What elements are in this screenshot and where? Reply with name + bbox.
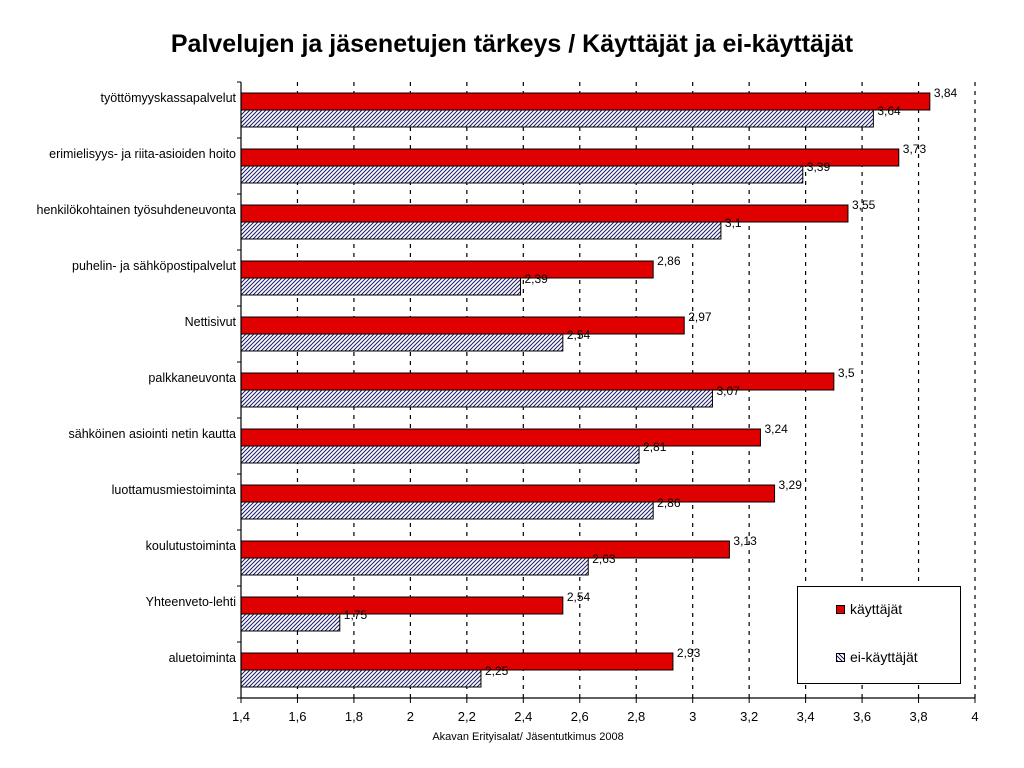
bar-kayttajat bbox=[240, 652, 674, 671]
bar-ei-kayttajat bbox=[240, 165, 804, 184]
data-label-ei-kayttajat: 3,07 bbox=[716, 384, 740, 398]
legend-item-ei-kayttajat: ei-käyttäjät bbox=[836, 649, 918, 665]
bars bbox=[240, 92, 931, 688]
legend: käyttäjät ei-käyttäjät bbox=[797, 586, 961, 684]
data-label-kayttajat: 3,73 bbox=[903, 142, 927, 156]
data-label-ei-kayttajat: 2,54 bbox=[567, 328, 591, 342]
bar-ei-kayttajat bbox=[240, 501, 654, 520]
data-label-kayttajat: 3,13 bbox=[733, 534, 757, 548]
category-label: aluetoiminta bbox=[169, 651, 236, 665]
bar-ei-kayttajat bbox=[240, 613, 341, 632]
category-label: Yhteenveto-lehti bbox=[146, 595, 236, 609]
data-label-kayttajat: 3,55 bbox=[852, 198, 876, 212]
x-tick-label: 3,8 bbox=[909, 709, 927, 724]
category-label: palkkaneuvonta bbox=[148, 371, 236, 385]
bar-ei-kayttajat bbox=[240, 277, 521, 296]
data-label-kayttajat: 2,54 bbox=[567, 590, 591, 604]
data-label-ei-kayttajat: 2,81 bbox=[643, 440, 667, 454]
bar-ei-kayttajat bbox=[240, 389, 713, 408]
bar-kayttajat bbox=[240, 148, 900, 167]
data-label-kayttajat: 2,93 bbox=[677, 646, 701, 660]
bar-kayttajat bbox=[240, 316, 685, 335]
data-label-kayttajat: 3,5 bbox=[838, 366, 855, 380]
category-label: sähköinen asiointi netin kautta bbox=[69, 427, 237, 441]
x-tick-label: 3,2 bbox=[740, 709, 758, 724]
data-label-ei-kayttajat: 1,75 bbox=[344, 608, 368, 622]
source-note: Akavan Erityisalat/ Jäsentutkimus 2008 bbox=[0, 731, 1024, 743]
data-label-ei-kayttajat: 3,1 bbox=[725, 216, 742, 230]
bar-ei-kayttajat bbox=[240, 669, 482, 688]
legend-swatch-kayttajat bbox=[836, 604, 845, 614]
bar-ei-kayttajat bbox=[240, 221, 722, 240]
bar-kayttajat bbox=[240, 540, 730, 559]
category-label: erimielisyys- ja riita-asioiden hoito bbox=[49, 147, 236, 161]
legend-label-ei-kayttajat: ei-käyttäjät bbox=[850, 649, 918, 665]
bar-kayttajat bbox=[240, 596, 564, 615]
bar-kayttajat bbox=[240, 484, 776, 503]
bar-ei-kayttajat bbox=[240, 333, 564, 352]
data-label-kayttajat: 3,84 bbox=[934, 86, 958, 100]
category-label: luottamusmiestoiminta bbox=[112, 483, 236, 497]
data-labels: 3,84 3,64 työttömyyskassapalvelut 3,73 3,39 e… bbox=[37, 86, 958, 678]
category-label: henkilökohtainen työsuhdeneuvonta bbox=[37, 203, 237, 217]
bar-ei-kayttajat bbox=[240, 557, 589, 576]
x-tick-label: 1,6 bbox=[288, 709, 306, 724]
x-tick-label: 2,2 bbox=[458, 709, 476, 724]
data-label-kayttajat: 3,24 bbox=[764, 422, 788, 436]
data-label-ei-kayttajat: 2,63 bbox=[592, 552, 616, 566]
x-tick-label: 2,8 bbox=[627, 709, 645, 724]
axes: 1,4 1,6 1,8 2 2,2 2,4 2,6 2,8 3 3,2 3,4 3,6 3,8 4 bbox=[232, 81, 979, 724]
x-tick-label: 1,4 bbox=[232, 709, 250, 724]
bar-ei-kayttajat bbox=[240, 109, 874, 128]
bar-kayttajat bbox=[240, 260, 654, 279]
category-label: koulutustoiminta bbox=[146, 539, 236, 553]
x-tick-label: 2 bbox=[407, 709, 414, 724]
category-label: puhelin- ja sähköpostipalvelut bbox=[72, 259, 237, 273]
category-label: Nettisivut bbox=[185, 315, 237, 329]
data-label-ei-kayttajat: 2,25 bbox=[485, 664, 509, 678]
data-label-kayttajat: 3,29 bbox=[779, 478, 803, 492]
legend-item-kayttajat: käyttäjät bbox=[836, 601, 902, 617]
bar-kayttajat bbox=[240, 428, 761, 447]
data-label-ei-kayttajat: 2,86 bbox=[657, 496, 681, 510]
x-tick-label: 2,4 bbox=[514, 709, 532, 724]
bar-kayttajat bbox=[240, 92, 931, 111]
data-label-kayttajat: 2,86 bbox=[657, 254, 681, 268]
chart-title: Palvelujen ja jäsenetujen tärkeys / Käyt… bbox=[170, 30, 854, 58]
data-label-ei-kayttajat: 3,64 bbox=[877, 104, 901, 118]
x-tick-label: 2,6 bbox=[571, 709, 589, 724]
data-label-ei-kayttajat: 3,39 bbox=[807, 160, 831, 174]
category-label: työttömyyskassapalvelut bbox=[101, 91, 237, 105]
bar-kayttajat bbox=[240, 204, 849, 223]
x-tick-label: 4 bbox=[971, 709, 978, 724]
x-tick-label: 1,8 bbox=[345, 709, 363, 724]
bar-ei-kayttajat bbox=[240, 445, 640, 464]
legend-label-kayttajat: käyttäjät bbox=[850, 601, 903, 617]
x-tick-label: 3,6 bbox=[853, 709, 871, 724]
x-tick-label: 3 bbox=[689, 709, 696, 724]
bar-kayttajat bbox=[240, 372, 835, 391]
source-text: Akavan Erityisalat/ Jäsentutkimus 2008 bbox=[432, 731, 624, 743]
x-tick-label: 3,4 bbox=[797, 709, 815, 724]
legend-swatch-ei-kayttajat bbox=[836, 652, 845, 662]
data-label-ei-kayttajat: 2,39 bbox=[524, 272, 548, 286]
data-label-kayttajat: 2,97 bbox=[688, 310, 712, 324]
